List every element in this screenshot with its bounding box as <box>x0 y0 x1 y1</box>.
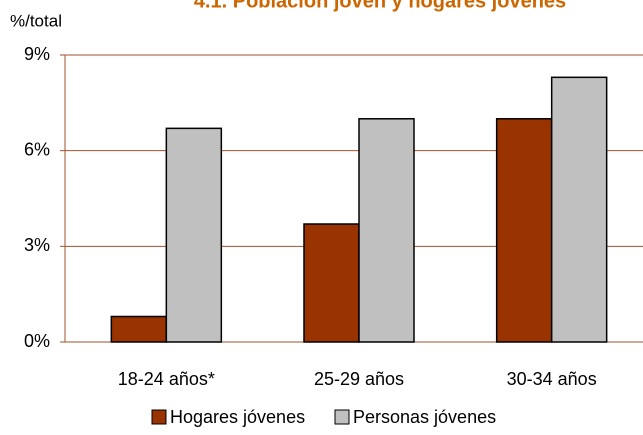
legend-swatch <box>151 409 167 425</box>
bar <box>165 127 223 343</box>
x-tick-label: 25-29 años <box>314 369 404 389</box>
bar <box>550 76 608 343</box>
x-tick-label: 30-34 años <box>507 369 597 389</box>
y-tick-label: 6% <box>24 139 50 159</box>
y-tick-label: 0% <box>24 331 50 351</box>
bar <box>110 315 168 343</box>
y-axis-label: %/total <box>10 11 62 30</box>
legend-label: Personas jóvenes <box>353 407 496 427</box>
y-tick-label: 3% <box>24 235 50 255</box>
legend-label: Hogares jóvenes <box>170 407 305 427</box>
bar <box>303 223 360 343</box>
y-tick-label: 9% <box>24 44 50 64</box>
legend-swatch <box>334 409 350 425</box>
bar <box>495 118 553 343</box>
bar <box>358 118 415 343</box>
x-tick-label: 18-24 años* <box>118 369 215 389</box>
chart-title: 4.1. Población joven y hogares jóvenes <box>194 0 566 12</box>
